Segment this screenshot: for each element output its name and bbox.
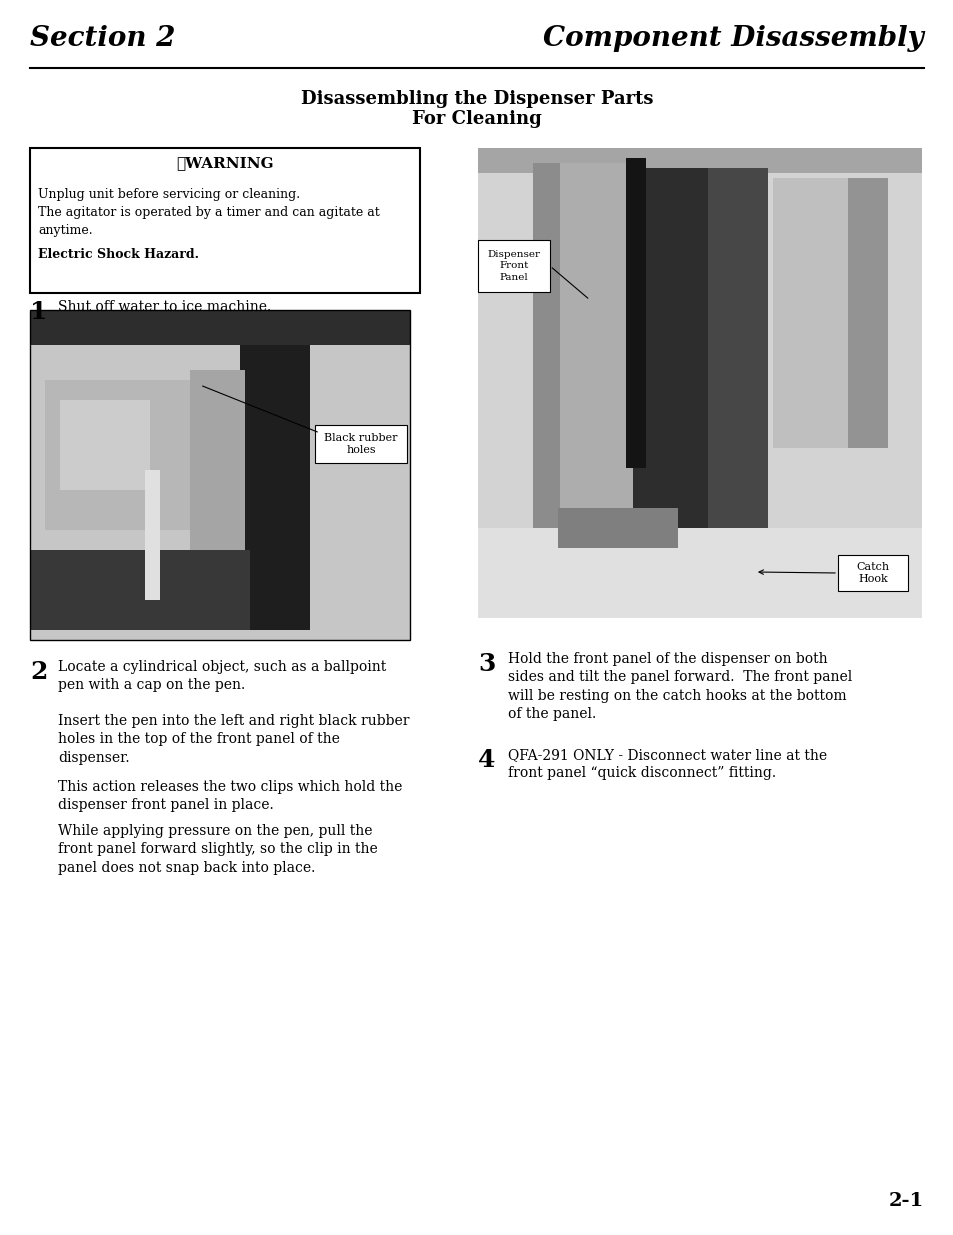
Text: This action releases the two clips which hold the
dispenser front panel in place: This action releases the two clips which… <box>58 781 402 813</box>
Bar <box>314 425 407 463</box>
Text: ⚠WARNING: ⚠WARNING <box>176 156 274 170</box>
Text: 1: 1 <box>30 300 48 324</box>
Text: Shut off water to ice machine.: Shut off water to ice machine. <box>58 300 271 314</box>
Text: Electric Shock Hazard.: Electric Shock Hazard. <box>38 248 199 261</box>
Bar <box>30 148 419 293</box>
Text: Black rubber
holes: Black rubber holes <box>324 432 397 456</box>
Text: Disassembling the Dispenser Parts: Disassembling the Dispenser Parts <box>300 90 653 107</box>
Text: QFA-291 ONLY - Disconnect water line at the
front panel “quick disconnect” fitti: QFA-291 ONLY - Disconnect water line at … <box>507 748 826 781</box>
Text: For Cleaning: For Cleaning <box>412 110 541 128</box>
Text: 3: 3 <box>477 652 495 676</box>
Text: The agitator is operated by a timer and can agitate at: The agitator is operated by a timer and … <box>38 206 379 219</box>
Bar <box>30 310 410 640</box>
Bar <box>837 555 907 592</box>
Text: Catch
Hook: Catch Hook <box>856 562 888 584</box>
Text: Insert the pen into the left and right black rubber
holes in the top of the fron: Insert the pen into the left and right b… <box>58 714 409 764</box>
Text: Component Disassembly: Component Disassembly <box>542 25 923 52</box>
Text: 2: 2 <box>30 659 48 684</box>
Text: Unplug unit before servicing or cleaning.: Unplug unit before servicing or cleaning… <box>38 188 300 201</box>
Bar <box>477 240 550 291</box>
Text: Hold the front panel of the dispenser on both
sides and tilt the panel forward. : Hold the front panel of the dispenser on… <box>507 652 851 721</box>
Text: Section 2: Section 2 <box>30 25 175 52</box>
Text: While applying pressure on the pen, pull the
front panel forward slightly, so th: While applying pressure on the pen, pull… <box>58 824 377 874</box>
Text: Dispenser
Front
Panel: Dispenser Front Panel <box>487 251 540 282</box>
Text: 2-1: 2-1 <box>888 1192 923 1210</box>
Text: 4: 4 <box>477 748 495 772</box>
Text: anytime.: anytime. <box>38 224 92 237</box>
Text: Locate a cylindrical object, such as a ballpoint
pen with a cap on the pen.: Locate a cylindrical object, such as a b… <box>58 659 386 693</box>
